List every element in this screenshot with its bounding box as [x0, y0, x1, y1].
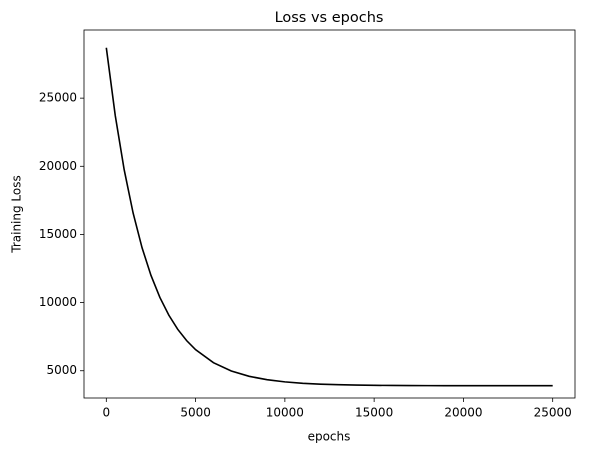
- y-tick-label: 20000: [39, 159, 77, 173]
- loss-line: [105, 47, 553, 387]
- y-tick-label: 5000: [46, 363, 77, 377]
- y-tick-label: 25000: [39, 91, 77, 105]
- y-tick-label: 15000: [39, 227, 77, 241]
- x-tick-label: 0: [102, 406, 110, 420]
- x-axis-label: epochs: [308, 430, 351, 444]
- x-tick-label: 15000: [355, 406, 393, 420]
- x-tick-label: 10000: [266, 406, 304, 420]
- y-tick-label: 10000: [39, 295, 77, 309]
- chart-title: Loss vs epochs: [275, 10, 384, 26]
- y-axis-label: Training Loss: [10, 175, 24, 253]
- x-tick-label: 25000: [534, 406, 572, 420]
- x-tick-label: 5000: [180, 406, 211, 420]
- x-tick-label: 20000: [444, 406, 482, 420]
- plot-frame: [83, 29, 576, 399]
